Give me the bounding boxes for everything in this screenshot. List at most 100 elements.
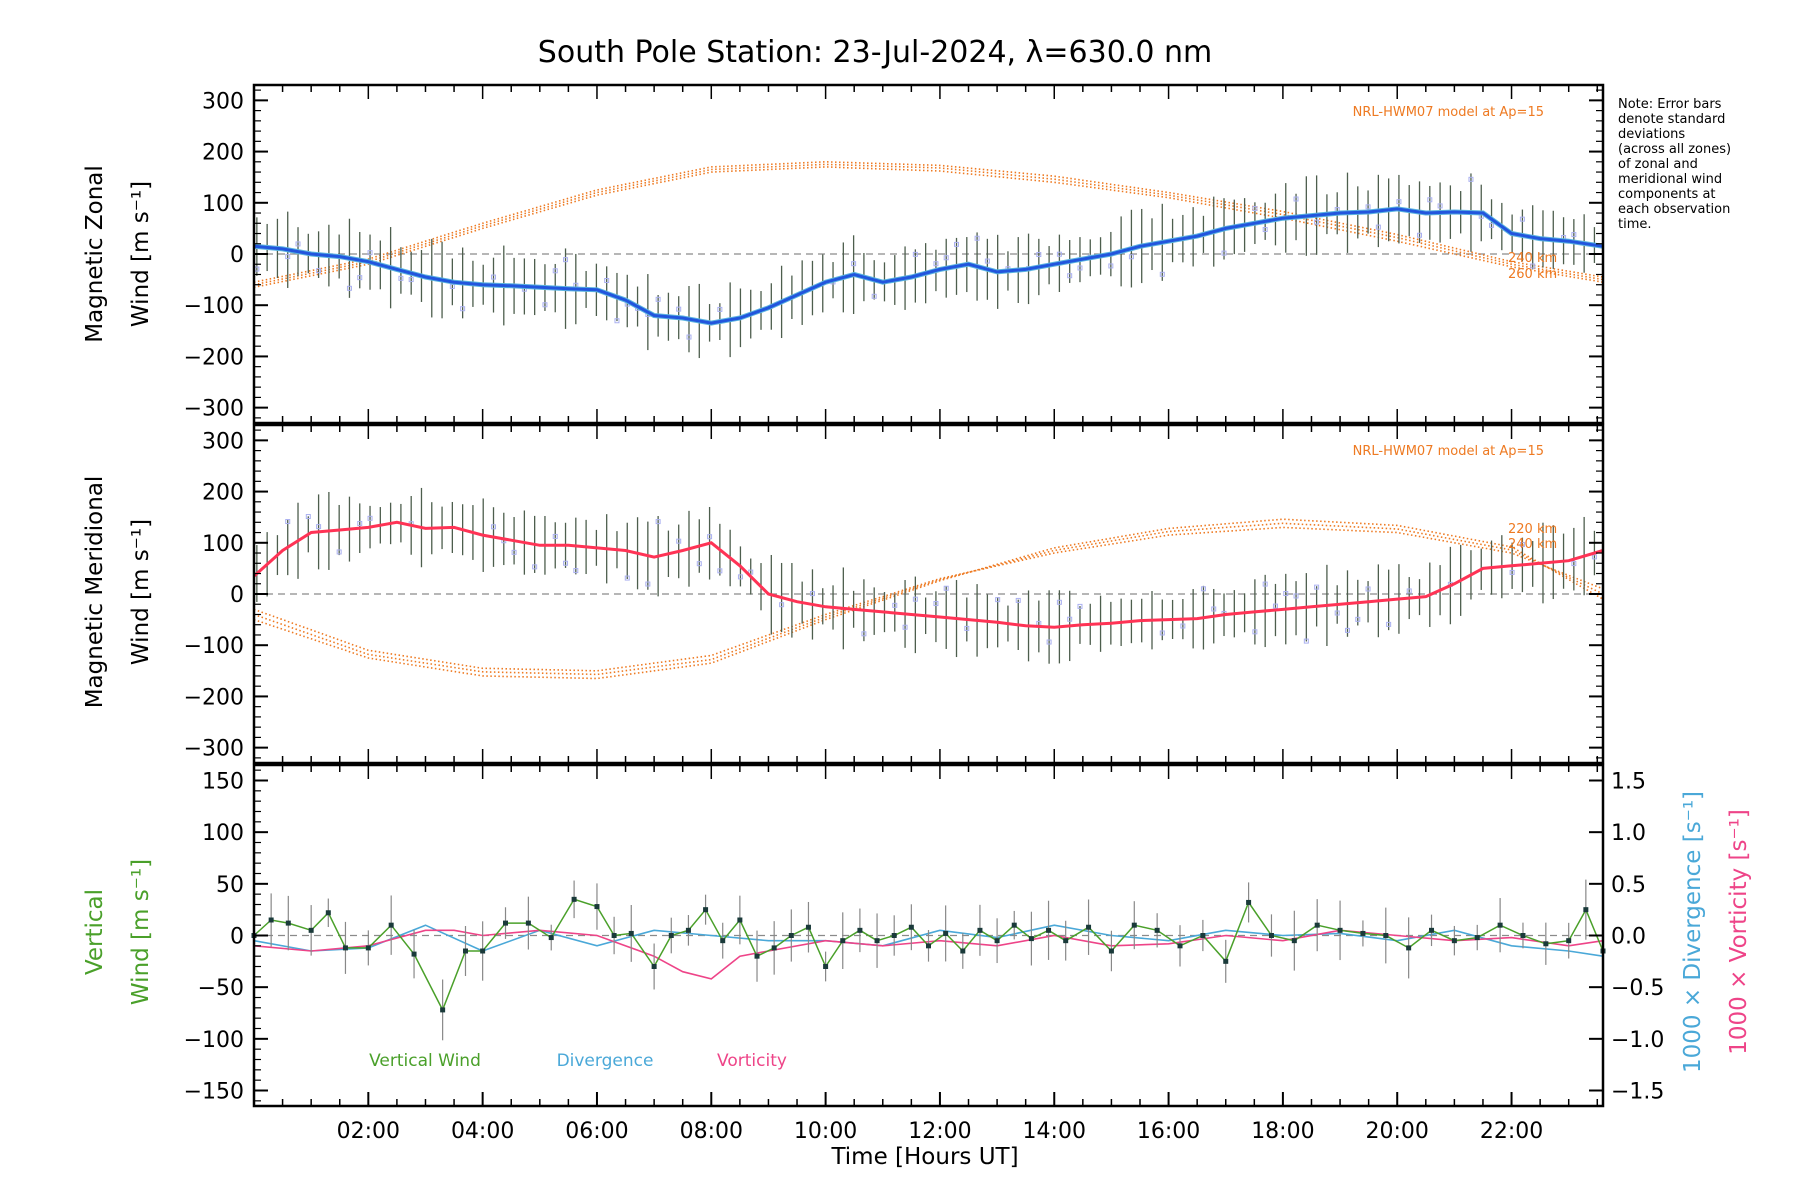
zone-sample xyxy=(491,524,497,530)
zone-sample xyxy=(552,533,558,539)
y-tick-label: 50 xyxy=(216,873,244,898)
zone-sample xyxy=(552,268,558,274)
vertical-wind-point xyxy=(548,935,554,941)
zone-sample xyxy=(912,251,918,257)
zone-sample xyxy=(1468,176,1474,182)
zone-sample xyxy=(1128,254,1134,260)
zone-sample xyxy=(1519,541,1525,547)
zonal-ylabel-line1: Magnetic Zonal xyxy=(82,165,108,343)
zone-sample xyxy=(1180,623,1186,629)
vertical-wind-point xyxy=(1177,943,1183,949)
panel-frame xyxy=(252,763,1605,1108)
zone-sample xyxy=(1252,629,1258,635)
zone-sample xyxy=(1056,251,1062,257)
vertical-ylabel: Vertical Wind [m s⁻¹] xyxy=(82,859,154,1005)
zone-sample xyxy=(1293,593,1299,599)
vertical-wind-point xyxy=(411,951,417,957)
note-line: denote standard xyxy=(1618,112,1725,127)
zone-sample xyxy=(1396,199,1402,205)
zone-sample xyxy=(861,631,867,637)
model-curve xyxy=(253,160,1604,283)
zone-sample xyxy=(995,597,1001,603)
zonal-wind-halo xyxy=(253,206,1604,326)
x-tick-label: 18:00 xyxy=(1251,1119,1314,1144)
note-block: Note: Error bars denote standard deviati… xyxy=(1618,97,1731,232)
zone-sample xyxy=(1365,204,1371,210)
y-tick-label: −100 xyxy=(184,634,244,659)
vertical-wind-point xyxy=(788,933,794,938)
vertical-wind-line xyxy=(253,898,1604,1012)
vertical-panel: 1.5 1.0 0.5 0.0 −0.5 −1.0 −1.5 02:00 04:00 06:00 0… xyxy=(184,763,1664,1144)
vertical-wind-point xyxy=(1337,927,1343,933)
zone-sample xyxy=(1571,561,1577,567)
zonal-ylabel: Magnetic Zonal Wind [m s⁻¹] xyxy=(82,165,154,343)
meridional-ylabel-line2: Wind [m s⁻¹] xyxy=(128,519,154,665)
zone-sample xyxy=(1293,196,1299,202)
zone-sample xyxy=(1344,627,1350,633)
zone-sample xyxy=(511,549,517,555)
vertical-wind-point xyxy=(480,948,486,954)
zone-sample xyxy=(1571,232,1577,238)
zone-sample xyxy=(686,334,692,340)
note-line: of zonal and xyxy=(1618,157,1698,172)
vertical-wind-point xyxy=(771,945,777,951)
zone-sample xyxy=(1314,219,1320,225)
zone-sample xyxy=(563,257,569,263)
zone-sample xyxy=(604,278,610,284)
y-tick-label: 100 xyxy=(202,532,244,557)
x-tick-label: 10:00 xyxy=(794,1119,857,1144)
zone-sample xyxy=(316,524,322,530)
y2-tick-label: 1.0 xyxy=(1611,821,1646,846)
figure-title: South Pole Station: 23-Jul-2024, λ=630.0… xyxy=(538,35,1212,70)
vertical-wind-point xyxy=(926,943,931,949)
y-tick-label: 0 xyxy=(230,925,244,950)
vertical-wind-point xyxy=(1063,938,1069,944)
vertical-wind-point xyxy=(840,938,846,944)
vertical-wind-point xyxy=(525,920,531,926)
y-tick-label: 0 xyxy=(230,243,244,268)
vorticity-y2label-text: 1000 × Vorticity [s⁻¹] xyxy=(1726,809,1752,1055)
y-tick-label: −150 xyxy=(184,1080,244,1105)
zone-sample xyxy=(563,560,569,566)
zone-sample xyxy=(305,514,311,520)
vertical-wind-point xyxy=(891,933,897,938)
zone-sample xyxy=(1283,591,1289,597)
zone-sample xyxy=(984,258,990,264)
zone-sample xyxy=(1591,554,1597,560)
vertical-wind-point xyxy=(1520,933,1526,938)
zonal-ylabel-line2: Wind [m s⁻¹] xyxy=(128,181,154,327)
note-line: time. xyxy=(1618,217,1652,232)
vertical-wind-point xyxy=(1223,958,1229,964)
zone-sample xyxy=(624,575,630,581)
y2-tick-label: −1.0 xyxy=(1611,1028,1664,1053)
zone-sample xyxy=(449,283,455,289)
meridional-ylabel: Magnetic Meridional Wind [m s⁻¹] xyxy=(82,476,154,709)
vertical-wind-point xyxy=(668,933,674,938)
note-line: deviations xyxy=(1618,127,1685,142)
y2-tick-label: −0.5 xyxy=(1611,976,1664,1001)
vertical-wind-point xyxy=(1086,924,1092,930)
meridional-model-alt-label: 220 km xyxy=(1508,522,1557,537)
zone-sample xyxy=(1159,630,1165,636)
vertical-wind-point xyxy=(342,945,348,951)
zonal-wind-line xyxy=(253,207,1604,325)
vertical-wind-point xyxy=(594,904,600,910)
vertical-wind-point xyxy=(1566,938,1572,944)
vertical-wind-point xyxy=(874,938,880,944)
legend-vorticity: Vorticity xyxy=(717,1051,787,1071)
zone-sample xyxy=(336,549,342,555)
zone-sample xyxy=(1509,569,1515,575)
meridional-model-alt-label: 240 km xyxy=(1508,537,1557,552)
vertical-wind-point xyxy=(1451,938,1457,944)
vertical-wind-point xyxy=(1543,941,1549,947)
zone-sample xyxy=(1077,265,1083,271)
vertical-wind-point xyxy=(1246,899,1252,905)
zone-sample xyxy=(357,275,363,281)
vorticity-line xyxy=(253,929,1604,980)
vertical-wind-point xyxy=(960,948,966,954)
zone-sample xyxy=(573,568,579,574)
vertical-wind-point xyxy=(571,896,577,902)
vertical-wind-point xyxy=(503,920,509,926)
zone-sample xyxy=(1417,232,1423,238)
y-tick-label: −50 xyxy=(198,976,244,1001)
